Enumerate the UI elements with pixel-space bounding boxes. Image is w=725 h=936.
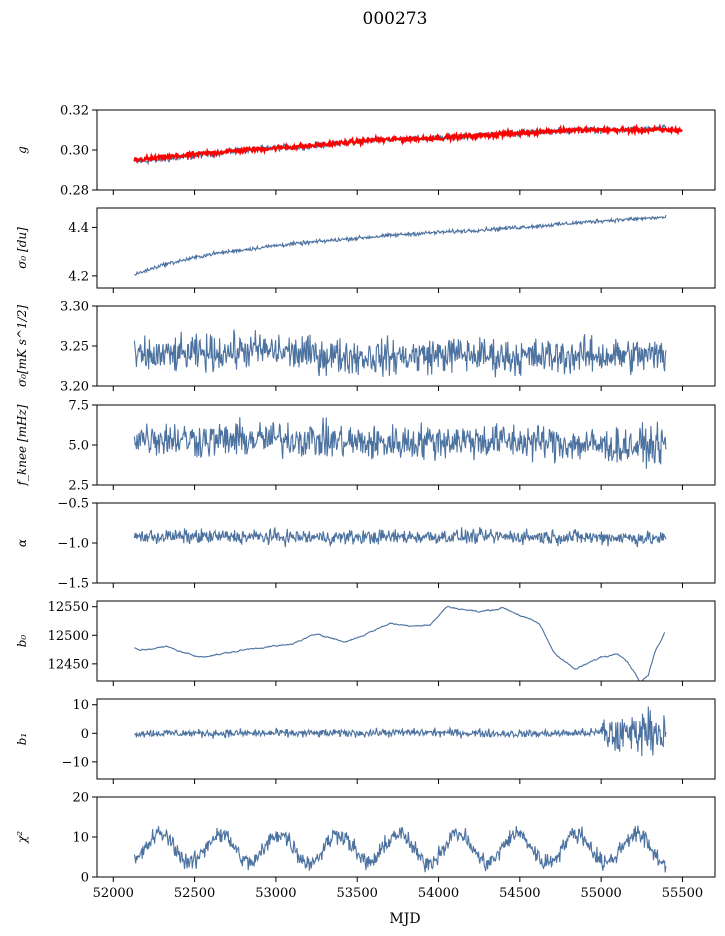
y-tick-label: −10 [62, 755, 89, 770]
x-tick-label: 53500 [337, 886, 378, 901]
x-tick-label: 52500 [174, 886, 215, 901]
y-axis-label: α [15, 539, 29, 547]
x-axis-label: MJD [389, 911, 420, 927]
y-tick-label: −1.0 [57, 537, 89, 552]
y-axis-label: b₀ [15, 635, 29, 648]
y-tick-label: 0.30 [60, 144, 89, 159]
y-tick-label: 10 [72, 698, 89, 713]
panel-5: −1.5 −1.0 −0.5 α [15, 497, 716, 592]
axes-frame [96, 109, 716, 191]
panel-3: 3.20 3.25 3.30 σ₀[mK s^1/2] [15, 300, 716, 395]
y-tick-label: −0.5 [57, 497, 89, 512]
x-tick-label: 52000 [93, 886, 134, 901]
data-series-line [133, 526, 667, 548]
panel-7: −10 0 10 b₁ [15, 698, 716, 784]
y-axis-label: f_knee [mHz] [15, 404, 29, 486]
y-tick-label: 12550 [48, 600, 89, 615]
x-tick-label: 53000 [255, 886, 296, 901]
panels-group: 0.28 0.30 0.32 g 4.2 4.4 σ₀ [du] 3.20 3.25 3.30 σ₀… [15, 104, 716, 901]
x-tick-label: 54500 [499, 886, 540, 901]
data-series-line [133, 825, 667, 873]
y-tick-label: 12450 [48, 657, 89, 672]
y-tick-label: 10 [72, 831, 89, 846]
y-tick-label: 7.5 [68, 399, 89, 414]
axes-frame [96, 698, 716, 780]
data-series-line [134, 706, 667, 757]
y-axis-label: χ² [15, 831, 29, 844]
panel-1: 0.28 0.30 0.32 g [15, 104, 716, 199]
axes-frame [96, 207, 716, 289]
y-tick-label: 0.28 [60, 184, 89, 199]
y-tick-label: 5.0 [68, 439, 89, 454]
panel-8: 0 10 20 52000 52500 53000 53500 54000 54500 55000… [15, 791, 716, 901]
y-tick-label: 3.30 [60, 300, 89, 315]
x-tick-label: 54000 [418, 886, 459, 901]
y-axis-label: σ₀ [du] [15, 227, 29, 269]
y-tick-label: 4.4 [68, 221, 89, 236]
y-tick-label: 4.2 [68, 269, 89, 284]
y-tick-label: 0 [81, 871, 89, 886]
figure-title: 000273 [363, 9, 428, 29]
y-tick-label: 12500 [48, 629, 89, 644]
x-tick-label: 55500 [662, 886, 703, 901]
y-tick-label: 0 [81, 727, 89, 742]
y-tick-label: −1.5 [57, 577, 89, 592]
y-tick-label: 3.25 [60, 340, 89, 355]
axes-frame [96, 600, 716, 682]
panel-6: 12450 12500 12550 b₀ [15, 600, 716, 686]
y-axis-label: σ₀[mK s^1/2] [15, 305, 29, 387]
y-tick-label: 20 [72, 791, 89, 806]
y-tick-label: 0.32 [60, 104, 89, 119]
x-tick-label: 55000 [580, 886, 621, 901]
panel-4: 2.5 5.0 7.5 f_knee [mHz] [15, 399, 716, 494]
data-series-line [134, 605, 666, 681]
y-axis-label: g [15, 146, 29, 154]
data-series-line [133, 329, 667, 378]
y-axis-label: b₁ [15, 733, 29, 746]
axes-frame [96, 404, 716, 486]
data-series-line [134, 214, 667, 276]
axes-frame [96, 305, 716, 387]
fit-line [133, 123, 683, 164]
panel-2: 4.2 4.4 σ₀ [du] [15, 207, 716, 293]
data-series-line [133, 417, 667, 469]
y-tick-label: 2.5 [68, 479, 89, 494]
y-tick-label: 3.20 [60, 380, 89, 395]
